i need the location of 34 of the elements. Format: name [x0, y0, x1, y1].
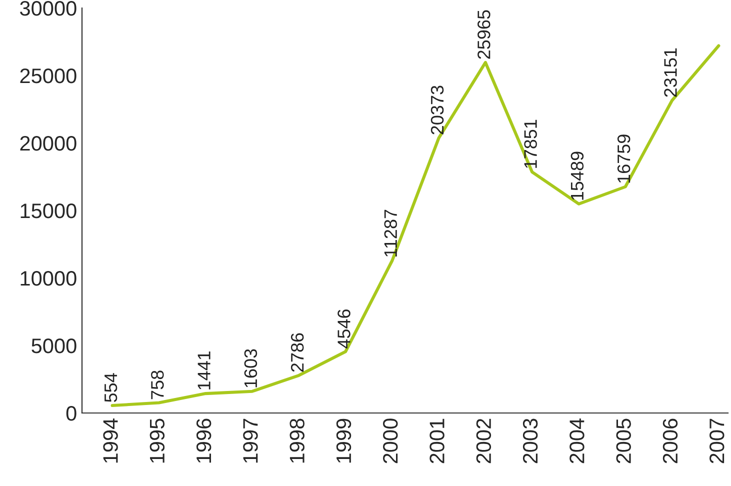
x-tick-label: 2001	[430, 418, 444, 464]
x-tick-label: 2006	[662, 418, 678, 464]
x-tick-label: 2000	[383, 418, 398, 464]
y-tick-label: 20000	[20, 136, 76, 151]
x-tick-label: 2002	[476, 418, 492, 464]
data-label: 23151	[664, 48, 677, 97]
data-label: 15489	[570, 152, 584, 200]
x-tick-label: 2005	[616, 418, 631, 464]
x-tick-label: 2007	[710, 418, 724, 464]
y-tick-label: 30000	[20, 1, 76, 16]
x-tick-label: 1998	[290, 418, 304, 463]
data-label: 20373	[430, 86, 444, 134]
y-tick-label: 10000	[20, 271, 76, 286]
x-tick-label: 1994	[103, 418, 118, 463]
data-label: 758	[151, 370, 164, 400]
x-tick-label: 2003	[522, 418, 538, 464]
y-tick-label: 15000	[20, 204, 76, 218]
x-tick-label: 1995	[150, 418, 165, 463]
x-tick-label: 1999	[336, 418, 352, 463]
data-label: 1441	[198, 351, 210, 390]
x-tick-label: 1996	[196, 418, 212, 463]
y-tick-label: 5000	[32, 338, 76, 354]
y-tick-label: 0	[66, 406, 76, 421]
data-label: 16759	[617, 134, 630, 183]
data-label: 1603	[244, 349, 258, 388]
x-tick-label: 1997	[243, 418, 258, 463]
data-label: 4546	[338, 309, 350, 348]
data-label: 2786	[290, 333, 304, 372]
x-tick-label: 2004	[570, 418, 584, 464]
data-label: 554	[104, 373, 118, 402]
data-label: 25965	[478, 10, 490, 59]
data-label: 11287	[384, 210, 398, 256]
data-label: 17851	[524, 120, 537, 168]
y-tick-label: 25000	[20, 68, 76, 84]
